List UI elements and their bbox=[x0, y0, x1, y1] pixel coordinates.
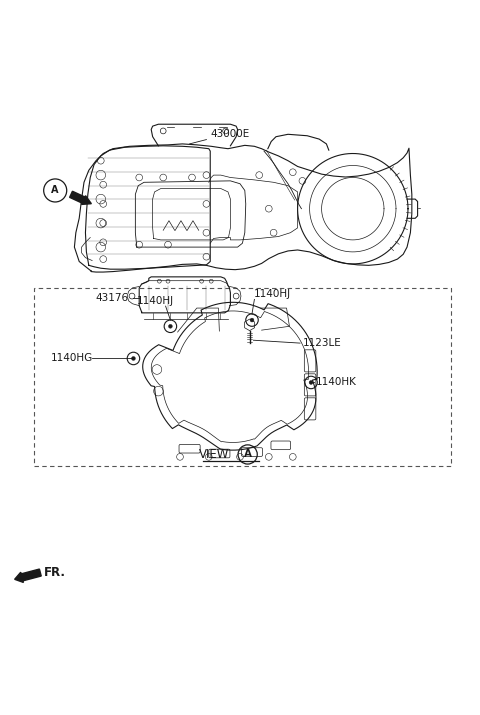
Text: VIEW: VIEW bbox=[199, 448, 229, 461]
Text: 1140HG: 1140HG bbox=[50, 353, 93, 363]
Text: A: A bbox=[244, 450, 252, 460]
Text: 1140HK: 1140HK bbox=[316, 378, 357, 388]
FancyArrow shape bbox=[70, 191, 91, 204]
Text: 1140HJ: 1140HJ bbox=[253, 289, 290, 299]
Circle shape bbox=[250, 318, 254, 322]
Text: 43176: 43176 bbox=[96, 293, 129, 303]
Circle shape bbox=[132, 357, 135, 360]
Text: 1140HJ: 1140HJ bbox=[137, 296, 174, 305]
Text: 1123LE: 1123LE bbox=[302, 338, 341, 348]
Text: A: A bbox=[51, 185, 59, 195]
Text: FR.: FR. bbox=[44, 566, 66, 579]
FancyArrow shape bbox=[15, 569, 41, 583]
Bar bbox=[34, 288, 451, 465]
Circle shape bbox=[309, 380, 313, 385]
Circle shape bbox=[168, 325, 172, 328]
Text: 43000E: 43000E bbox=[211, 129, 250, 139]
